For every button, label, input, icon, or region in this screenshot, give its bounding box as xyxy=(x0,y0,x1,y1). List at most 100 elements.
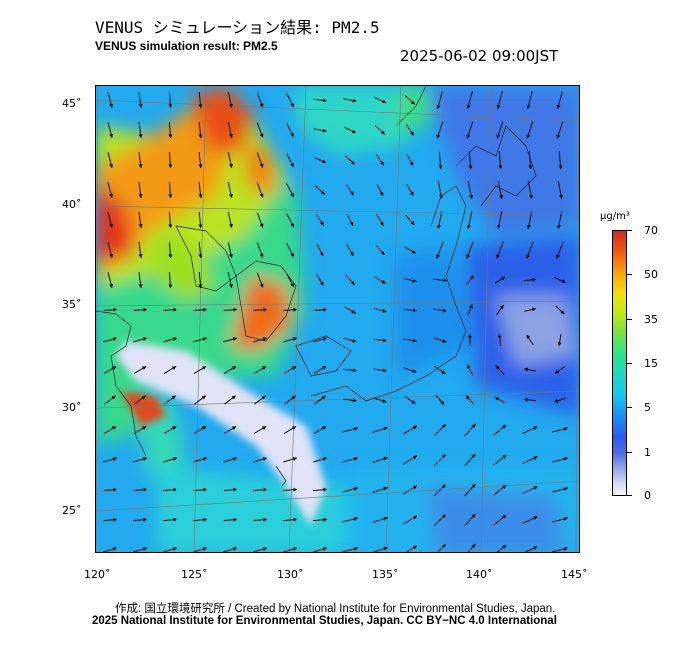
wind-arrow xyxy=(168,241,173,259)
wind-arrow xyxy=(107,212,114,229)
wind-arrow xyxy=(193,457,208,463)
wind-arrow xyxy=(343,337,357,343)
colorbar-tick xyxy=(627,230,632,231)
wind-arrow xyxy=(168,121,173,139)
wind-arrow xyxy=(405,545,418,552)
wind-arrow xyxy=(133,337,148,343)
wind-arrow xyxy=(162,517,178,522)
wind-arrow xyxy=(343,126,357,134)
wind-arrow xyxy=(345,274,355,286)
wind-arrow xyxy=(283,425,297,435)
wind-arrow xyxy=(132,517,148,522)
wind-arrow xyxy=(313,425,327,435)
wind-arrow xyxy=(285,242,295,258)
wind-arrow xyxy=(436,211,443,230)
wind-arrow xyxy=(254,395,266,405)
pm25-map xyxy=(95,85,580,553)
wind-arrow xyxy=(402,455,418,465)
wind-arrow xyxy=(375,244,385,256)
wind-arrow xyxy=(283,337,298,343)
wind-arrow xyxy=(376,214,384,226)
wind-arrow xyxy=(133,547,148,552)
wind-arrow xyxy=(464,423,476,437)
lon-label-140: 140˚ xyxy=(466,568,493,581)
wind-arrow xyxy=(198,151,203,169)
credit-line: 作成: 国立環境研究所 / Created by National Instit… xyxy=(115,603,556,615)
wind-arrow xyxy=(433,514,447,526)
wind-arrow xyxy=(522,456,538,464)
wind-arrow xyxy=(402,485,418,495)
wind-arrow xyxy=(467,333,472,347)
wind-arrow xyxy=(497,333,502,347)
wind-arrow xyxy=(253,457,268,463)
wind-arrow xyxy=(344,306,356,314)
wind-arrow xyxy=(496,211,503,230)
wind-arrow xyxy=(493,514,507,526)
lon-label-135: 135˚ xyxy=(372,568,399,581)
wind-arrow xyxy=(433,308,447,313)
wind-arrow xyxy=(405,124,415,136)
wind-arrow xyxy=(223,547,238,552)
wind-arrow xyxy=(227,92,233,109)
wind-arrow xyxy=(433,278,447,283)
wind-arrow xyxy=(192,517,208,522)
wind-arrow xyxy=(168,211,173,229)
wind-arrow xyxy=(256,242,264,258)
wind-arrow xyxy=(312,307,328,312)
wind-arrow xyxy=(467,543,476,552)
wind-arrow xyxy=(526,334,534,346)
wind-arrow xyxy=(373,96,387,104)
wind-arrow xyxy=(313,98,327,103)
wind-arrow xyxy=(194,395,206,405)
wind-arrow xyxy=(523,277,537,282)
wind-arrow xyxy=(465,275,475,285)
colorbar xyxy=(612,230,627,496)
wind-arrow xyxy=(403,308,417,313)
wind-arrow xyxy=(313,337,328,343)
wind-arrow xyxy=(493,484,507,496)
wind-arrow xyxy=(285,122,295,138)
wind-arrow xyxy=(103,365,117,375)
wind-arrow xyxy=(374,276,386,284)
title-english: VENUS simulation result: PM2.5 xyxy=(95,39,278,53)
wind-arrow xyxy=(256,92,264,108)
wind-arrow xyxy=(402,515,418,525)
wind-arrow xyxy=(522,516,538,524)
wind-arrow xyxy=(253,547,268,552)
wind-arrow xyxy=(198,211,203,229)
wind-arrow xyxy=(192,487,208,492)
wind-arrow xyxy=(496,304,504,316)
wind-arrow xyxy=(436,91,443,110)
wind-arrow xyxy=(256,122,264,138)
wind-arrow xyxy=(164,395,176,405)
colorbar-tick xyxy=(627,495,632,496)
wind-arrow xyxy=(227,122,233,139)
wind-arrow xyxy=(285,152,295,168)
wind-arrow xyxy=(496,91,503,110)
wind-arrow xyxy=(493,424,507,436)
wind-arrow xyxy=(193,337,208,343)
wind-arrow xyxy=(433,337,447,343)
wind-arrow xyxy=(372,426,388,433)
wind-arrow xyxy=(256,152,264,168)
wind-arrow xyxy=(403,277,417,283)
wind-arrow xyxy=(373,397,387,403)
wind-arrow xyxy=(524,546,538,552)
wind-arrow xyxy=(138,122,143,139)
wind-arrow xyxy=(402,425,418,435)
wind-arrow xyxy=(162,307,178,312)
wind-arrow xyxy=(403,338,417,343)
wind-arrow xyxy=(526,241,534,259)
wind-arrow xyxy=(284,395,296,405)
wind-arrow xyxy=(556,241,564,259)
wind-arrow xyxy=(107,92,114,109)
wind-arrow xyxy=(406,153,414,167)
wind-arrow xyxy=(376,183,384,197)
wind-arrow xyxy=(528,150,533,170)
wind-arrow xyxy=(315,214,325,226)
wind-arrow xyxy=(372,516,388,523)
wind-arrow xyxy=(313,156,327,164)
lon-label-125: 125˚ xyxy=(181,568,208,581)
wind-arrow xyxy=(374,125,386,135)
wind-arrow xyxy=(222,517,238,522)
